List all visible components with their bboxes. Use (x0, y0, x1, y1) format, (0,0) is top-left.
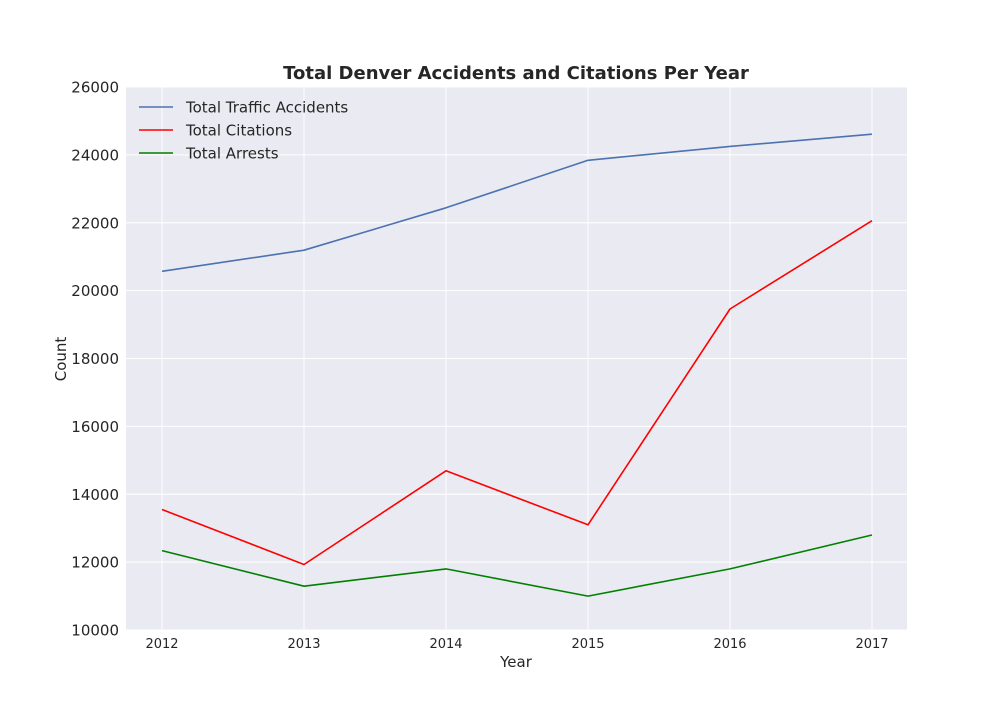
x-tick-label: 2016 (713, 637, 746, 652)
y-tick-label: 18000 (71, 350, 119, 368)
series-line-total-traffic-accidents (161, 133, 873, 273)
legend: Total Traffic Accidents Total Citations To… (139, 99, 348, 163)
series-line-total-arrests (161, 534, 873, 597)
x-tick-label: 2013 (287, 637, 320, 652)
legend-label-total-traffic-accidents: Total Traffic Accidents (185, 99, 348, 117)
series-lines (161, 133, 873, 597)
x-tick-label: 2015 (571, 637, 604, 652)
x-axis-label: Year (499, 653, 533, 671)
x-tick-label: 2017 (855, 637, 888, 652)
y-tick-label: 22000 (71, 214, 119, 232)
y-tick-label: 10000 (71, 622, 119, 640)
x-axis-ticks: 2012 2013 2014 2015 2016 2017 (145, 637, 888, 652)
y-tick-label: 16000 (71, 418, 119, 436)
y-tick-label: 14000 (71, 486, 119, 504)
x-tick-label: 2014 (429, 637, 462, 652)
chart-title: Total Denver Accidents and Citations Per… (283, 63, 749, 84)
legend-label-total-citations: Total Citations (185, 122, 292, 140)
legend-label-total-arrests: Total Arrests (185, 145, 279, 163)
grid-lines (126, 86, 907, 631)
y-tick-label: 20000 (71, 282, 119, 300)
y-axis-ticks: 10000 12000 14000 16000 18000 20000 22000 24000… (71, 79, 119, 640)
y-tick-label: 24000 (71, 146, 119, 164)
y-tick-label: 12000 (71, 554, 119, 572)
series-line-total-citations (161, 220, 873, 566)
y-axis-label: Count (52, 337, 70, 382)
x-tick-label: 2012 (145, 637, 178, 652)
y-tick-label: 26000 (71, 79, 119, 97)
